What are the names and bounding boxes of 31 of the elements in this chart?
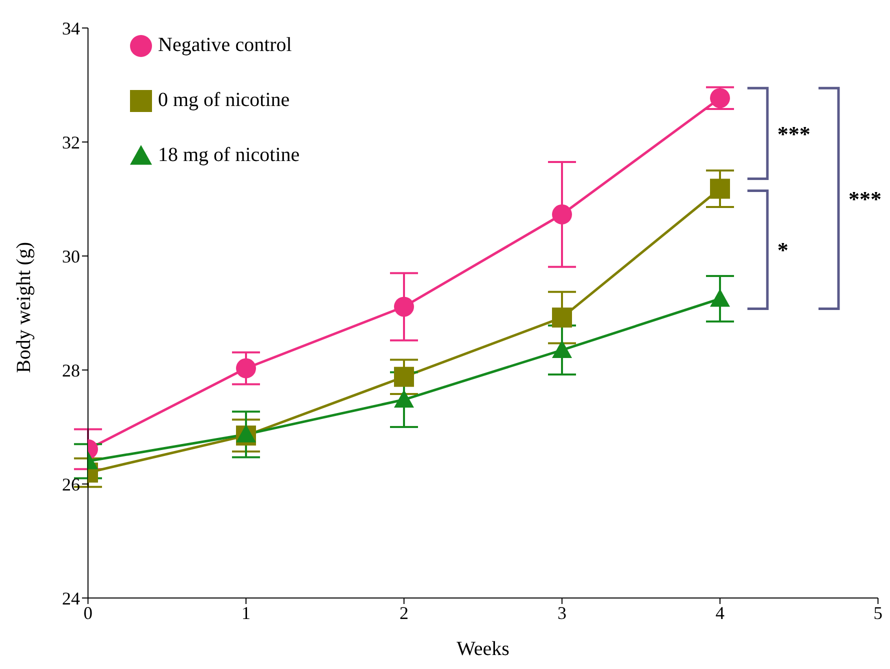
- point: [236, 358, 256, 378]
- x-tick-label: 2: [400, 602, 408, 623]
- annotation: ***: [848, 186, 882, 212]
- x-tick-label: 4: [716, 602, 724, 623]
- point: [394, 366, 414, 387]
- x-axis-title: Weeks: [456, 638, 510, 660]
- point: [710, 288, 730, 307]
- legend-label: Negative control: [158, 34, 292, 57]
- y-tick-label: 32: [62, 132, 80, 152]
- y-tick-label: 28: [62, 360, 80, 380]
- point: [552, 308, 572, 328]
- point: [710, 88, 730, 108]
- y-axis-title: Body weight (g): [13, 242, 36, 373]
- legend-label: 0 mg of nicotine: [158, 89, 290, 112]
- y-tick-label: 24: [62, 588, 80, 608]
- legend-label: 18 mg of nicotine: [158, 144, 300, 167]
- annotation: ***: [777, 121, 810, 146]
- x-tick-label: 5: [874, 602, 882, 623]
- y-tick-label: 26: [62, 474, 80, 494]
- x-tick-label: 1: [242, 602, 250, 623]
- y-tick-label: 34: [62, 18, 80, 38]
- point: [710, 178, 730, 199]
- point: [552, 204, 572, 224]
- x-tick-label: 0: [84, 602, 92, 623]
- point: [236, 424, 256, 442]
- point: [552, 340, 572, 358]
- x-tick-label: 3: [558, 602, 566, 623]
- point: [394, 296, 414, 317]
- point: [394, 390, 414, 408]
- y-tick-label: 30: [62, 246, 80, 266]
- annotation: *: [777, 238, 788, 263]
